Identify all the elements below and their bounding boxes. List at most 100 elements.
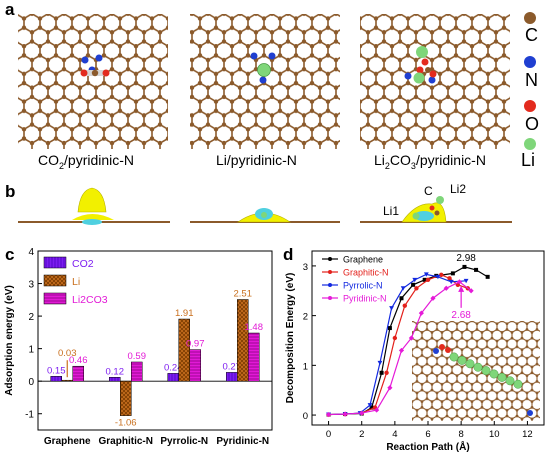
legend-marker-pyrrolic-n xyxy=(328,283,332,287)
legend-label-graphitic-n: Graphitic-N xyxy=(343,268,389,278)
x-tick-label: 0 xyxy=(326,429,331,440)
annotation-graphene-max: 2.98 xyxy=(456,253,476,264)
y-tick-label: 0 xyxy=(28,377,34,388)
bar-co2 xyxy=(226,372,237,381)
li-atom-icon xyxy=(490,370,498,378)
legend-n: N xyxy=(525,70,538,91)
legend-marker-graphene xyxy=(328,257,332,261)
legend-swatch-co2 xyxy=(44,257,66,268)
y-tick-label: 3 xyxy=(28,280,34,291)
y-axis-label: Decomposition Energy (eV) xyxy=(285,273,296,404)
legend-label-li: Li xyxy=(72,276,80,288)
legend-swatch-li xyxy=(44,275,66,286)
x-tick-label: 8 xyxy=(458,429,463,440)
x-tick-label: 10 xyxy=(489,429,500,440)
data-point-graphene xyxy=(380,371,384,375)
bar-li xyxy=(62,380,73,381)
bar-li2co3 xyxy=(248,333,259,381)
legend-swatch-li2co3 xyxy=(44,293,66,304)
legend-label-pyrrolic-n: Pyrrolic-N xyxy=(343,281,383,291)
adsorption-energy-chart: -1 0 1 2 3 4 Adsorption energy (eV) Graphene 0.1… xyxy=(0,243,280,465)
bar-li xyxy=(120,381,131,415)
x-tick-label: 6 xyxy=(425,429,430,440)
nitrogen-atom-icon xyxy=(527,410,533,416)
li-atom-icon xyxy=(482,366,490,374)
y-tick-label: 3 xyxy=(303,262,308,273)
li-atom-icon xyxy=(514,380,522,388)
legend-c: C xyxy=(525,25,538,46)
li-atom-icon xyxy=(458,356,466,364)
annotation-pyridinic-max: 2.68 xyxy=(451,310,471,321)
li-atom-icon xyxy=(506,377,514,385)
legend-label-co2: CO2 xyxy=(72,258,94,270)
x-category-label: Graphitic-N xyxy=(99,436,153,447)
nitrogen-atom-icon xyxy=(433,348,439,354)
lithium-atom-icon xyxy=(524,138,536,150)
x-tick-label: 4 xyxy=(392,429,397,440)
legend-label-li2co3: Li2CO3 xyxy=(72,294,108,306)
data-point-graphene xyxy=(462,265,466,269)
bar-li2co3 xyxy=(73,366,84,381)
y-tick-label: 2 xyxy=(28,312,34,323)
structure-li-pyridinic xyxy=(190,14,340,149)
label-li1: Li1 xyxy=(383,204,399,218)
bar-li2co3 xyxy=(131,362,142,381)
legend-marker-graphitic-n xyxy=(328,270,332,274)
li-atom-icon xyxy=(466,360,474,368)
x-tick-label: 12 xyxy=(522,429,533,440)
li-atom-icon xyxy=(450,353,458,361)
side-view-co2 xyxy=(18,188,170,225)
x-category-label: Graphene xyxy=(44,436,91,447)
y-tick-label: 1 xyxy=(303,361,308,372)
caption-co2-pyridinic: CO2/pyridinic-N xyxy=(38,152,134,171)
label-li2: Li2 xyxy=(450,182,466,196)
data-point-graphene xyxy=(388,326,392,330)
legend-marker-pyridinic-n xyxy=(328,296,332,300)
oxygen-atom-icon xyxy=(439,344,445,350)
oxygen-atom-icon xyxy=(445,347,451,353)
data-label-li2co3: 0.59 xyxy=(128,351,147,362)
data-label-li2co3: 0.97 xyxy=(186,339,205,350)
caption-li-pyridinic: Li/pyridinic-N xyxy=(216,152,297,168)
legend-label-graphene: Graphene xyxy=(343,255,383,265)
x-axis-label: Reaction Path (Å) xyxy=(386,440,469,453)
x-category-label: Pyrrolic-N xyxy=(160,436,208,447)
data-label-co2: 0.12 xyxy=(106,366,125,377)
li-atom-icon xyxy=(474,363,482,371)
y-tick-label: -1 xyxy=(25,410,34,421)
bar-co2 xyxy=(51,376,62,381)
legend-li: Li xyxy=(521,150,535,171)
side-view-li xyxy=(190,208,340,222)
structure-co2-pyridinic xyxy=(18,14,168,149)
carbon-atom-icon xyxy=(524,12,536,24)
data-point-pyridinic-n xyxy=(387,385,392,390)
y-tick-label: 2 xyxy=(303,312,308,323)
data-point-graphitic-n xyxy=(414,286,418,290)
data-point-graphene xyxy=(399,296,403,300)
data-point-pyrrolic-n xyxy=(378,361,383,365)
data-label-co2: 0.15 xyxy=(47,365,66,376)
structure-li2co3-pyridinic xyxy=(360,14,510,149)
panel-b-charge-density xyxy=(0,178,552,238)
data-point-graphitic-n xyxy=(403,303,407,307)
data-point-graphitic-n xyxy=(384,371,388,375)
data-label-li2co3: 1.48 xyxy=(245,322,264,333)
bar-li xyxy=(179,319,190,381)
y-axis-label: Adsorption energy (eV) xyxy=(4,285,15,396)
inset-structure xyxy=(412,321,540,421)
bar-li2co3 xyxy=(190,350,201,382)
y-tick-label: 1 xyxy=(28,345,34,356)
legend-o: O xyxy=(525,114,539,135)
data-label-li: -1.06 xyxy=(115,418,137,429)
data-point-graphene xyxy=(411,283,415,287)
nitrogen-atom-icon xyxy=(524,56,536,68)
y-tick-label: 0 xyxy=(303,411,308,422)
bar-co2 xyxy=(109,377,120,381)
data-point-graphitic-n xyxy=(426,278,430,282)
li-atom-icon xyxy=(498,373,506,381)
label-c-atom: C xyxy=(424,184,433,198)
data-label-li: 2.51 xyxy=(234,288,253,299)
oxygen-atom-icon xyxy=(524,100,536,112)
y-tick-label: 4 xyxy=(28,247,34,258)
